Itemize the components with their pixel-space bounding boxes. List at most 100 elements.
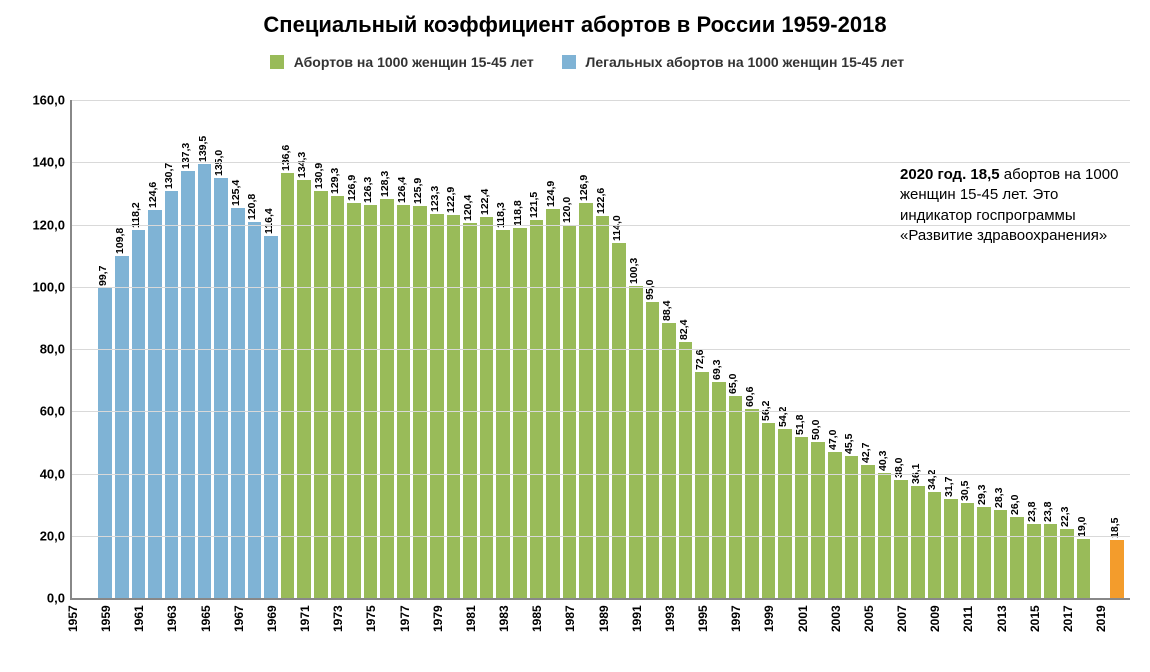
bar-2020: 18,5 <box>1110 540 1124 598</box>
bar-label: 100,3 <box>628 258 640 284</box>
x-axis-label: 1967 <box>232 605 246 632</box>
bar-1980: 122,9 <box>447 215 461 598</box>
x-axis-label: 2009 <box>928 605 942 632</box>
bar-label: 136,6 <box>280 145 292 171</box>
x-axis-label: 1983 <box>497 605 511 632</box>
x-axis-label: 2017 <box>1061 605 1075 632</box>
bar-1972: 130,9 <box>314 191 328 598</box>
bar-1975: 126,3 <box>364 205 378 598</box>
gridline <box>72 474 1130 475</box>
bar-label: 126,9 <box>346 175 358 201</box>
bar-2013: 28,3 <box>994 510 1008 598</box>
bar-label: 60,6 <box>744 387 756 407</box>
bar-label: 50,0 <box>810 420 822 440</box>
x-axis-label: 1995 <box>696 605 710 632</box>
bar-1963: 130,7 <box>165 191 179 598</box>
bar-label: 134,3 <box>296 152 308 178</box>
bar-1979: 123,3 <box>430 214 444 598</box>
bar-1982: 122,4 <box>480 217 494 598</box>
gridline <box>72 100 1130 101</box>
bar-label: 22,3 <box>1059 506 1071 526</box>
x-axis-label: 1989 <box>597 605 611 632</box>
bar-1999: 56,2 <box>762 423 776 598</box>
bar-1969: 116,4 <box>264 236 278 598</box>
chart-title: Специальный коэффициент абортов в России… <box>0 12 1150 38</box>
bar-1968: 120,8 <box>248 222 262 598</box>
bar-1990: 114,0 <box>612 243 626 598</box>
bar-label: 139,5 <box>197 136 209 162</box>
x-axis-label: 1977 <box>398 605 412 632</box>
bar-label: 118,8 <box>512 201 524 227</box>
x-axis-label: 2007 <box>895 605 909 632</box>
bar-1970: 136,6 <box>281 173 295 598</box>
bar-2002: 50,0 <box>811 442 825 598</box>
bar-label: 28,3 <box>993 487 1005 507</box>
bar-2007: 38,0 <box>894 480 908 598</box>
x-axis-label: 2019 <box>1094 605 1108 632</box>
bar-2005: 42,7 <box>861 465 875 598</box>
bar-label: 23,8 <box>1042 502 1054 522</box>
bar-label: 124,9 <box>545 181 557 207</box>
y-axis-label: 20,0 <box>17 528 65 543</box>
bar-1977: 126,4 <box>397 205 411 598</box>
bar-1996: 69,3 <box>712 382 726 598</box>
bar-2004: 45,5 <box>845 456 859 598</box>
bar-label: 26,0 <box>1009 495 1021 515</box>
bar-label: 38,0 <box>893 457 905 477</box>
y-axis-label: 80,0 <box>17 342 65 357</box>
x-axis-label: 1987 <box>563 605 577 632</box>
bar-1984: 118,8 <box>513 228 527 598</box>
bar-2010: 31,7 <box>944 499 958 598</box>
x-axis-label: 1961 <box>132 605 146 632</box>
bar-2018: 19,0 <box>1077 539 1091 598</box>
x-axis-label: 1969 <box>265 605 279 632</box>
x-axis-label: 1965 <box>199 605 213 632</box>
x-axis-label: 1993 <box>663 605 677 632</box>
bar-1959: 99,7 <box>98 288 112 598</box>
bar-1976: 128,3 <box>380 199 394 598</box>
bar-label: 120,0 <box>561 196 573 222</box>
bar-label: 120,8 <box>246 194 258 220</box>
bar-label: 129,3 <box>329 167 341 193</box>
bar-1965: 139,5 <box>198 164 212 598</box>
y-axis-label: 160,0 <box>17 93 65 108</box>
bar-label: 122,6 <box>595 188 607 214</box>
x-axis-label: 1985 <box>530 605 544 632</box>
x-axis-label: 1975 <box>364 605 378 632</box>
x-axis-label: 1957 <box>66 605 80 632</box>
x-axis-label: 2011 <box>961 606 975 632</box>
bar-label: 88,4 <box>661 300 673 320</box>
bar-label: 69,3 <box>711 360 723 380</box>
annotation-text: 2020 год. 18,5 абортов на 1000 женщин 15… <box>900 165 1120 246</box>
x-axis-label: 1981 <box>464 605 478 632</box>
y-axis-label: 60,0 <box>17 404 65 419</box>
gridline <box>72 411 1130 412</box>
x-axis-label: 2013 <box>995 605 1009 632</box>
bar-1994: 82,4 <box>679 342 693 598</box>
bar-label: 137,3 <box>180 142 192 168</box>
x-axis-label: 2015 <box>1028 605 1042 632</box>
gridline <box>72 162 1130 163</box>
bar-1989: 122,6 <box>596 216 610 598</box>
bar-1967: 125,4 <box>231 208 245 598</box>
bar-1962: 124,6 <box>148 210 162 598</box>
bar-1997: 65,0 <box>729 396 743 598</box>
bar-label: 99,7 <box>97 265 109 285</box>
y-axis-label: 100,0 <box>17 279 65 294</box>
bar-1978: 125,9 <box>413 206 427 598</box>
x-axis-label: 1991 <box>630 605 644 632</box>
bar-2014: 26,0 <box>1010 517 1024 598</box>
bar-1985: 121,5 <box>530 220 544 598</box>
bar-label: 42,7 <box>860 443 872 463</box>
bar-label: 51,8 <box>794 414 806 434</box>
bar-1988: 126,9 <box>579 203 593 598</box>
x-axis-label: 1959 <box>99 605 113 632</box>
bar-label: 54,2 <box>777 407 789 427</box>
bar-label: 130,7 <box>163 163 175 189</box>
bar-label: 128,3 <box>379 170 391 196</box>
bar-1998: 60,6 <box>745 409 759 598</box>
x-axis-label: 2001 <box>796 605 810 632</box>
bar-label: 121,5 <box>528 192 540 218</box>
x-axis-label: 1997 <box>729 605 743 632</box>
bar-label: 120,4 <box>462 195 474 221</box>
